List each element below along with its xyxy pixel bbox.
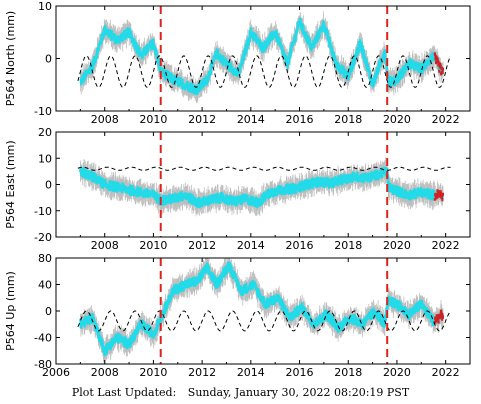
y-tick-label: -20 bbox=[34, 231, 52, 244]
y-tick-label: 10 bbox=[38, 0, 52, 13]
y-tick-label: -10 bbox=[34, 205, 52, 218]
data-series bbox=[79, 17, 445, 95]
recent-data-series bbox=[433, 309, 444, 324]
y-tick-label: 10 bbox=[38, 152, 52, 165]
x-tick-label: 2020 bbox=[383, 366, 411, 379]
recent-data-series bbox=[433, 52, 444, 76]
x-tick-label: 2016 bbox=[286, 113, 314, 126]
y-tick-label: 20 bbox=[38, 126, 52, 139]
chart-panel-2: 2008 2010 2012 2014 2016 2018 2020 2022 -20 -10 0 1… bbox=[4, 126, 471, 252]
chart-panel-1: 2008 2010 2012 2014 2016 2018 2020 2022 -10 0 10 P5… bbox=[4, 0, 471, 126]
x-tick-label: 2012 bbox=[188, 366, 216, 379]
x-tick-label: 2018 bbox=[334, 113, 362, 126]
y-tick-label: -40 bbox=[34, 332, 52, 345]
y-tick-label: 0 bbox=[45, 305, 52, 318]
y-tick-label: -10 bbox=[34, 105, 52, 118]
recent-data-series bbox=[433, 189, 444, 202]
x-tick-label: 2020 bbox=[383, 239, 411, 252]
x-tick-label: 2014 bbox=[237, 239, 265, 252]
y-tick-label: 80 bbox=[38, 252, 52, 265]
x-tick-label: 2008 bbox=[91, 113, 119, 126]
x-tick-label: 2008 bbox=[91, 239, 119, 252]
plot-footer: Plot Last Updated: Sunday, January 30, 2… bbox=[0, 386, 481, 399]
x-tick-label: 2020 bbox=[383, 113, 411, 126]
y-axis-label: P564 East (mm) bbox=[4, 140, 17, 228]
model-curve bbox=[77, 310, 451, 332]
data-series bbox=[79, 261, 445, 357]
x-tick-label: 2016 bbox=[286, 239, 314, 252]
y-tick-label: 40 bbox=[38, 279, 52, 292]
x-tick-label: 2010 bbox=[139, 239, 167, 252]
x-tick-label: 2016 bbox=[286, 366, 314, 379]
y-tick-label: -80 bbox=[34, 358, 52, 371]
x-tick-label: 2018 bbox=[334, 366, 362, 379]
x-tick-label: 2012 bbox=[188, 113, 216, 126]
x-tick-label: 2018 bbox=[334, 239, 362, 252]
data-layer bbox=[77, 258, 451, 364]
x-tick-label: 2022 bbox=[432, 113, 460, 126]
model-curve bbox=[77, 166, 451, 171]
footer-label: Plot Last Updated: bbox=[71, 386, 177, 399]
footer-updated-value: Sunday, January 30, 2022 08:20:19 PST bbox=[187, 386, 410, 399]
x-tick-label: 2014 bbox=[237, 366, 265, 379]
x-tick-label: 2008 bbox=[91, 366, 119, 379]
x-tick-label: 2006 bbox=[42, 366, 70, 379]
x-tick-label: 2022 bbox=[432, 366, 460, 379]
model-curve bbox=[77, 55, 451, 88]
data-series bbox=[79, 166, 444, 209]
y-axis-label: P564 Up (mm) bbox=[4, 271, 17, 351]
y-tick-label: 0 bbox=[45, 53, 52, 66]
y-tick-label: 0 bbox=[45, 179, 52, 192]
x-tick-label: 2012 bbox=[188, 239, 216, 252]
y-axis-label: P564 North (mm) bbox=[4, 11, 17, 106]
data-layer bbox=[77, 11, 451, 104]
x-tick-label: 2022 bbox=[432, 239, 460, 252]
x-tick-label: 2010 bbox=[139, 113, 167, 126]
x-tick-label: 2010 bbox=[139, 366, 167, 379]
x-tick-label: 2014 bbox=[237, 113, 265, 126]
chart-panel-3: 2006 2008 2010 2012 2014 2016 2018 2020 2022 -80 -… bbox=[4, 252, 471, 379]
